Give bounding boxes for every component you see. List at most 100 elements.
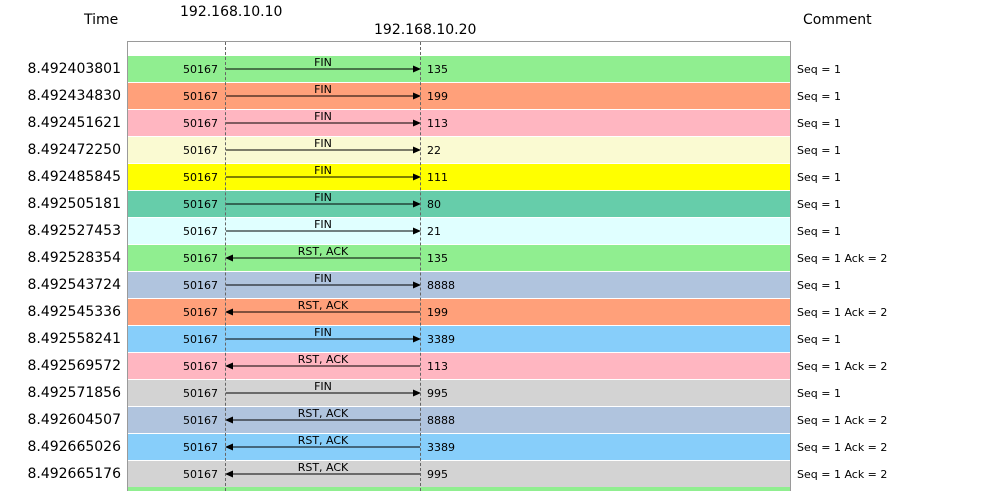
row-comment: Seq = 1 <box>797 63 841 76</box>
arrow-right-icon <box>226 65 421 73</box>
arrow-right-icon <box>226 92 421 100</box>
arrow-left-icon <box>225 470 420 478</box>
row-port-b: 22 <box>427 144 441 157</box>
flow-row[interactable]: 8.492571856 50167 995 FIN Seq = 1 <box>0 380 986 407</box>
flow-row[interactable]: 8.492472250 50167 22 FIN Seq = 1 <box>0 137 986 164</box>
row-flag-label: FIN <box>314 191 332 204</box>
row-flag-label: FIN <box>314 272 332 285</box>
row-time: 8.492485845 <box>27 169 121 185</box>
row-time: 8.492543724 <box>27 277 121 293</box>
row-port-b: 113 <box>427 360 448 373</box>
row-port-a: 50167 <box>183 198 218 211</box>
flow-row[interactable]: 8.492403801 50167 135 FIN Seq = 1 <box>0 56 986 83</box>
row-time: 8.492545336 <box>27 304 121 320</box>
host-a-lifeline <box>225 42 226 491</box>
flow-row[interactable]: 8.492543724 50167 8888 FIN Seq = 1 <box>0 272 986 299</box>
row-port-b: 80 <box>427 198 441 211</box>
row-time: 8.492571856 <box>27 385 121 401</box>
row-time: 8.492569572 <box>27 358 121 374</box>
arrow-right-icon <box>226 200 421 208</box>
row-flag-label: FIN <box>314 380 332 393</box>
flow-row[interactable]: 8.492665026 50167 3389 RST, ACK Seq = 1 Ack … <box>0 434 986 461</box>
row-time: 8.492472250 <box>27 142 121 158</box>
arrow-left-icon <box>225 416 420 424</box>
row-port-b: 135 <box>427 63 448 76</box>
row-time: 8.492451621 <box>27 115 121 131</box>
row-comment: Seq = 1 <box>797 90 841 103</box>
flow-row[interactable]: 8.492527453 50167 21 FIN Seq = 1 <box>0 218 986 245</box>
row-time: 8.492527453 <box>27 223 121 239</box>
row-port-a: 50167 <box>183 117 218 130</box>
row-flag-label: RST, ACK <box>297 407 349 420</box>
row-port-a: 50167 <box>183 63 218 76</box>
row-port-b: 995 <box>427 387 448 400</box>
row-flag-label: FIN <box>314 137 332 150</box>
row-port-a: 50167 <box>183 468 218 481</box>
row-port-a: 50167 <box>183 225 218 238</box>
row-port-b: 3389 <box>427 441 455 454</box>
row-port-a: 50167 <box>183 333 218 346</box>
arrow-right-icon <box>226 146 421 154</box>
row-port-a: 50167 <box>183 414 218 427</box>
arrow-right-icon <box>226 281 421 289</box>
time-column-header: Time <box>84 12 119 28</box>
flow-row[interactable]: 8.492569572 50167 113 RST, ACK Seq = 1 Ack =… <box>0 353 986 380</box>
row-port-b: 199 <box>427 90 448 103</box>
row-comment: Seq = 1 <box>797 387 841 400</box>
flow-row[interactable]: 8.492505181 50167 80 FIN Seq = 1 <box>0 191 986 218</box>
row-time: 8.492665026 <box>27 439 121 455</box>
row-flag-label: FIN <box>314 56 332 69</box>
row-time: 8.492403801 <box>27 61 121 77</box>
flow-row[interactable]: 8.492665176 50167 995 RST, ACK Seq = 1 Ack =… <box>0 461 986 488</box>
row-time: 8.492604507 <box>27 412 121 428</box>
row-port-b: 21 <box>427 225 441 238</box>
row-time: 8.492505181 <box>27 196 121 212</box>
flow-row[interactable]: 8.492545336 50167 199 RST, ACK Seq = 1 Ack =… <box>0 299 986 326</box>
row-port-b: 8888 <box>427 414 455 427</box>
row-port-a: 50167 <box>183 441 218 454</box>
row-flag-label: RST, ACK <box>297 353 349 366</box>
row-flag-label: RST, ACK <box>297 434 349 447</box>
row-port-a: 50167 <box>183 90 218 103</box>
host-b-lifeline <box>420 42 421 491</box>
row-comment: Seq = 1 <box>797 333 841 346</box>
arrow-left-icon <box>225 362 420 370</box>
row-port-a: 50167 <box>183 279 218 292</box>
row-port-b: 3389 <box>427 333 455 346</box>
row-comment: Seq = 1 <box>797 144 841 157</box>
row-port-b: 135 <box>427 252 448 265</box>
arrow-right-icon <box>226 389 421 397</box>
row-flag-label: FIN <box>314 110 332 123</box>
row-flag-label: FIN <box>314 83 332 96</box>
flow-row[interactable]: 8.492528354 50167 135 RST, ACK Seq = 1 Ack =… <box>0 245 986 272</box>
row-comment: Seq = 1 Ack = 2 <box>797 468 888 481</box>
flow-row[interactable]: 8.492434830 50167 199 FIN Seq = 1 <box>0 83 986 110</box>
row-port-a: 50167 <box>183 387 218 400</box>
flow-row[interactable]: 8.492451621 50167 113 FIN Seq = 1 <box>0 110 986 137</box>
row-time: 8.492665176 <box>27 466 121 482</box>
arrow-right-icon <box>226 335 421 343</box>
row-comment: Seq = 1 Ack = 2 <box>797 252 888 265</box>
comment-column-header: Comment <box>803 12 872 28</box>
row-port-a: 50167 <box>183 171 218 184</box>
row-comment: Seq = 1 Ack = 2 <box>797 414 888 427</box>
row-port-b: 995 <box>427 468 448 481</box>
arrow-right-icon <box>226 173 421 181</box>
flow-row[interactable]: 8.492485845 50167 111 FIN Seq = 1 <box>0 164 986 191</box>
row-port-b: 111 <box>427 171 448 184</box>
row-comment: Seq = 1 <box>797 171 841 184</box>
row-port-b: 199 <box>427 306 448 319</box>
row-flag-label: RST, ACK <box>297 461 349 474</box>
row-port-a: 50167 <box>183 306 218 319</box>
row-comment: Seq = 1 Ack = 2 <box>797 441 888 454</box>
arrow-left-icon <box>225 308 420 316</box>
flow-row[interactable]: 8.492558241 50167 3389 FIN Seq = 1 <box>0 326 986 353</box>
row-port-b: 113 <box>427 117 448 130</box>
next-row-band <box>128 487 790 491</box>
row-port-a: 50167 <box>183 252 218 265</box>
row-flag-label: FIN <box>314 218 332 231</box>
row-flag-label: RST, ACK <box>297 299 349 312</box>
flow-row[interactable]: 8.492604507 50167 8888 RST, ACK Seq = 1 Ack … <box>0 407 986 434</box>
row-port-b: 8888 <box>427 279 455 292</box>
